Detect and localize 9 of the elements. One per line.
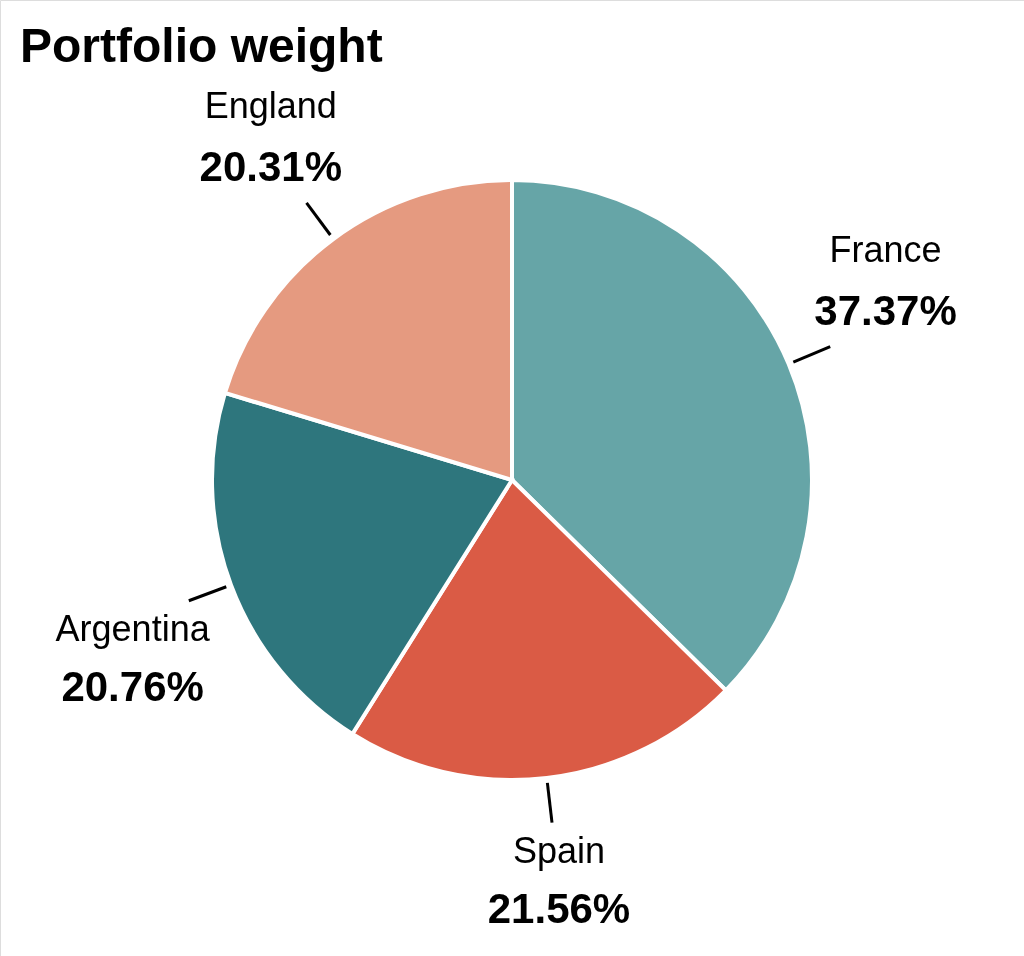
data-label: 37.37% bbox=[814, 286, 957, 334]
slice-label: France bbox=[829, 228, 942, 270]
slice-label: Argentina bbox=[55, 607, 211, 649]
data-label: 20.31% bbox=[199, 142, 342, 190]
slice-label: Spain bbox=[512, 829, 606, 871]
chart-title: Portfolio weight bbox=[20, 19, 383, 72]
slice-label: England bbox=[204, 84, 337, 126]
data-label: 20.76% bbox=[61, 662, 204, 710]
data-label: 21.56% bbox=[487, 884, 631, 932]
